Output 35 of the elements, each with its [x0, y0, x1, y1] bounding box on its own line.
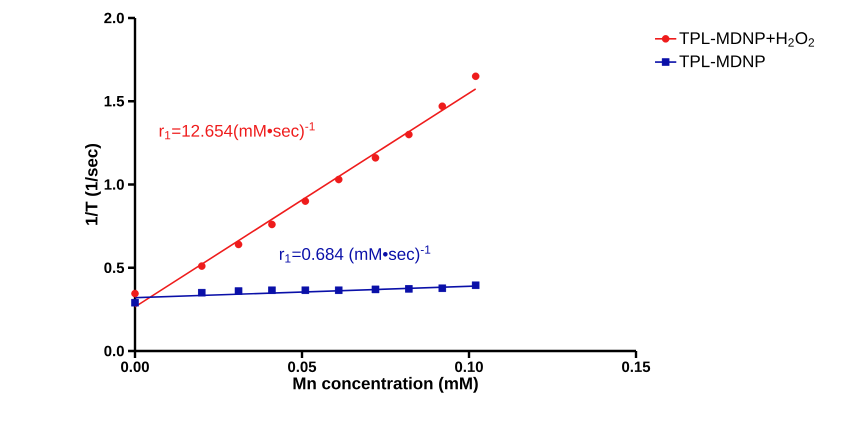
point: [372, 154, 380, 162]
point: [472, 72, 480, 80]
point: [131, 290, 139, 298]
point: [198, 288, 206, 297]
y-tick-label: 0.5: [104, 262, 124, 274]
annotation: r$_{1}$=0.684 (mM•sec)$^{-1}$: [280, 245, 430, 264]
point: [268, 286, 276, 294]
y-tick-label: 1.0: [104, 179, 124, 190]
y-tick-label: 1.5: [104, 96, 124, 106]
point: [334, 176, 343, 184]
point: [372, 286, 380, 294]
point: [198, 262, 206, 270]
point: [438, 284, 446, 292]
x-tick-label: 0.15: [622, 361, 650, 372]
point: [472, 281, 480, 290]
point: [268, 220, 276, 228]
point: [234, 287, 242, 295]
point: [438, 102, 446, 110]
annotation: r$_{1}$=12.654(mM•sec)$^{-1}$: [160, 122, 315, 140]
y-tick-label: 2.0: [104, 12, 124, 24]
point: [302, 286, 310, 294]
point: [234, 240, 242, 248]
y-axis-title: 1/T (1/sec): [85, 144, 101, 225]
y-tick-label: 0.0: [104, 346, 124, 356]
point: [302, 197, 310, 205]
x-tick-label: 0.10: [455, 361, 483, 372]
x-tick-label: 0.05: [288, 361, 316, 372]
point: [405, 285, 413, 293]
x-tick-label: 0.00: [121, 361, 149, 372]
point: [405, 130, 413, 138]
x-axis-title: Mn concentration (mM): [293, 376, 478, 393]
legend-label: TPL-MDNP+H$_{2}$O$_{2}$: [679, 32, 814, 47]
legend-label: TPL-MDNP: [679, 55, 765, 68]
point: [131, 298, 139, 306]
point: [334, 286, 343, 294]
